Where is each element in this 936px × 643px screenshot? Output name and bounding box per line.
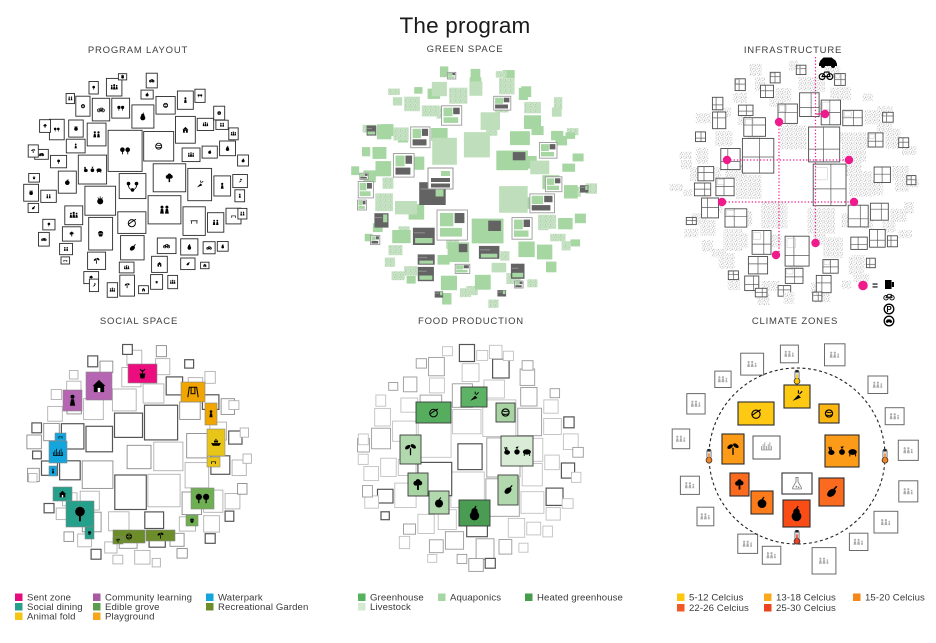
svg-text:Recreational Garden: Recreational Garden (218, 602, 308, 613)
svg-text:22-26 Celcius: 22-26 Celcius (689, 603, 749, 614)
svg-text:Aquaponics: Aquaponics (450, 593, 501, 604)
svg-text:Livestock: Livestock (370, 602, 411, 613)
svg-text:Waterpark: Waterpark (218, 593, 263, 604)
svg-text:25-30 Celcius: 25-30 Celcius (776, 603, 836, 614)
svg-text:15-20 Celcius: 15-20 Celcius (865, 593, 925, 604)
svg-text:P: P (886, 305, 892, 314)
svg-text:PROGRAM LAYOUT: PROGRAM LAYOUT (88, 45, 188, 56)
svg-text:Animal fold: Animal fold (27, 612, 76, 623)
svg-text:Greenhouse: Greenhouse (370, 593, 424, 604)
svg-text:SOCIAL SPACE: SOCIAL SPACE (100, 316, 178, 327)
svg-text:Playground: Playground (105, 612, 155, 623)
svg-text:CLIMATE ZONES: CLIMATE ZONES (752, 316, 838, 327)
svg-text:The program: The program (399, 13, 530, 38)
svg-text:Edible grove: Edible grove (105, 602, 160, 613)
svg-text:Community learning: Community learning (105, 593, 192, 604)
svg-text:=: = (872, 281, 878, 292)
svg-text:Heated greenhouse: Heated greenhouse (537, 593, 623, 604)
svg-text:GREEN SPACE: GREEN SPACE (427, 44, 504, 55)
svg-text:13-18 Celcius: 13-18 Celcius (776, 593, 836, 604)
svg-text:FOOD PRODUCTION: FOOD PRODUCTION (418, 316, 524, 327)
svg-text:Social dining: Social dining (27, 602, 83, 613)
svg-text:5-12 Celcius: 5-12 Celcius (689, 593, 744, 604)
svg-text:INFRASTRUCTURE: INFRASTRUCTURE (744, 45, 842, 56)
svg-text:Sent zone: Sent zone (27, 593, 71, 604)
